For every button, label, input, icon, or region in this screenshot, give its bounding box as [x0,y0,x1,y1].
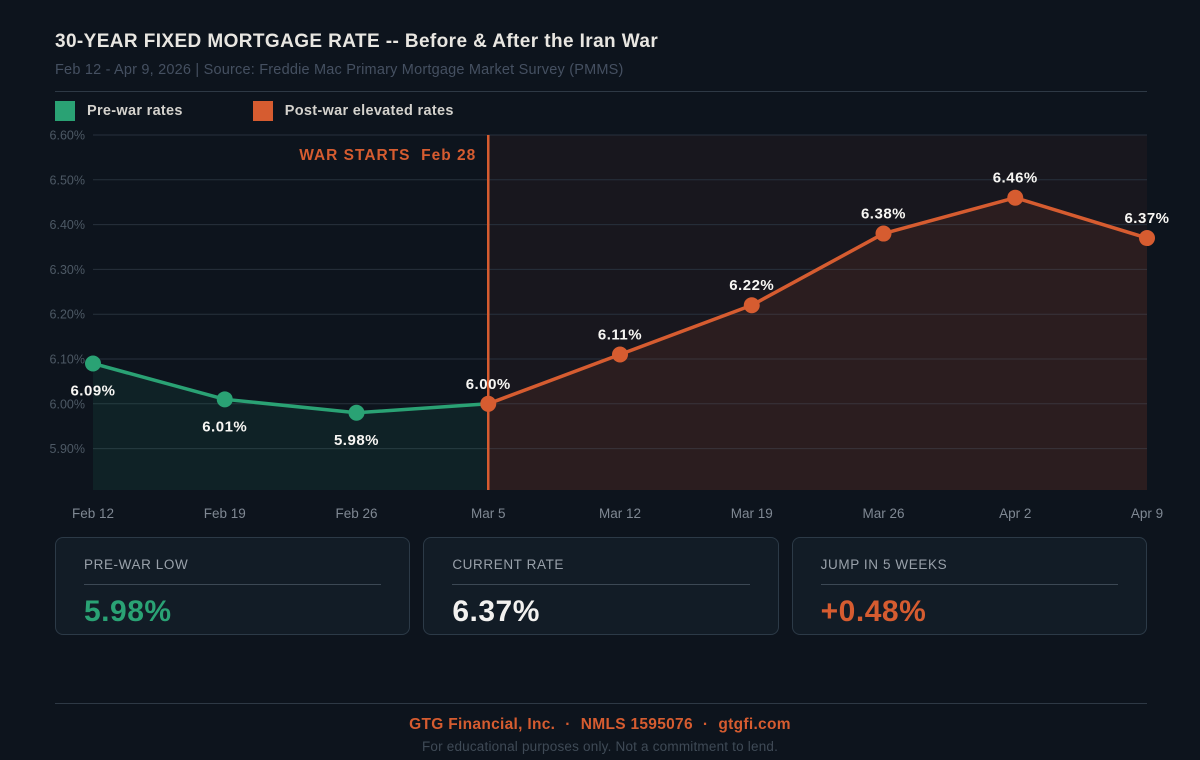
stat-cards: PRE-WAR LOW 5.98% CURRENT RATE 6.37% JUM… [55,537,1147,635]
data-point [612,346,628,363]
post-area-fill [488,197,1147,490]
x-axis-tick-label: Feb 26 [335,506,377,521]
legend-label: Pre-war rates [87,103,183,119]
stat-card-jump-5-weeks: JUMP IN 5 WEEKS +0.48% [791,537,1147,635]
war-zone-shading [488,135,1147,490]
stat-card-divider [84,584,382,585]
data-point-label: 5.98% [334,432,379,449]
post-rate-line [486,195,1149,406]
stat-card-divider [452,584,750,585]
chart-area: 6.60% 6.50% 6.40% 6.30% 6.20% 6.10% 6.00% 5.90%… [0,125,1200,525]
footer-divider [55,703,1147,704]
x-axis-tick-label: Feb 12 [72,506,114,521]
data-point-label: 6.38% [861,206,906,223]
page-title: 30-YEAR FIXED MORTGAGE RATE -- Before & … [55,31,659,52]
header-divider [55,91,1147,92]
chart-legend: Pre-war rates Post-war elevated rates [55,101,454,121]
y-axis-tick-label: 6.10% [50,353,85,367]
y-axis-tick-label: 6.60% [50,129,85,143]
footer-nmls: NMLS 1595076 [580,716,693,733]
data-point-label: 6.22% [729,277,774,294]
data-point-label: 6.11% [598,327,642,344]
stat-card-current-rate: CURRENT RATE 6.37% [423,537,779,635]
y-axis-tick-label: 5.90% [50,442,85,456]
y-axis-tick-label: 6.40% [50,218,85,232]
war-start-annotation: WAR STARTS Feb 28 [299,147,476,164]
y-axis-tick-label: 6.30% [50,263,85,277]
stat-card-label: JUMP IN 5 WEEKS [820,557,948,572]
header: 30-YEAR FIXED MORTGAGE RATE -- Before & … [55,31,1147,92]
footer-separator: · [565,716,571,733]
data-point [743,297,760,314]
stat-card-value: 6.37% [452,595,540,628]
footer-separator: · [702,716,709,733]
pre-rate-line [91,361,490,415]
x-axis-tick-label: Mar 12 [599,506,641,521]
data-point [480,395,497,412]
post-war-swatch-icon [252,101,273,121]
x-axis-tick-label: Mar 26 [862,506,904,521]
legend-item-post-war: Post-war elevated rates [252,101,454,121]
x-axis-tick-label: Feb 19 [204,506,246,521]
data-point-label: 6.00% [466,376,511,393]
stat-card-value: +0.48% [820,595,927,628]
data-point-label: 6.37% [1124,210,1169,227]
x-axis-tick-label: Mar 19 [731,506,773,521]
data-point-label: 6.01% [202,418,247,435]
stat-card-label: PRE-WAR LOW [84,557,189,572]
pre-war-swatch-icon [55,101,75,121]
stat-card-pre-war-low: PRE-WAR LOW 5.98% [55,537,411,635]
rate-line-chart: 6.60% 6.50% 6.40% 6.30% 6.20% 6.10% 6.00% 5.90%… [50,129,1169,522]
stat-card-label: CURRENT RATE [452,557,565,572]
footer-brand: GTG Financial, Inc. [409,716,556,733]
data-point [85,355,101,372]
stat-card-divider [820,584,1118,585]
data-point [1007,189,1024,206]
stat-card-value: 5.98% [84,595,172,628]
footer-brand-line: GTG Financial, Inc. · NMLS 1595076 · gtgfi.c… [0,716,1200,734]
x-axis-tick-label: Apr 2 [999,506,1031,521]
data-point-label: 6.09% [70,382,115,399]
y-axis-tick-label: 6.50% [50,173,85,187]
data-point [348,404,365,421]
data-point-label: 6.46% [993,170,1038,187]
x-axis-tick-label: Apr 9 [1131,506,1163,521]
pre-area-fill [93,363,489,490]
y-axis-tick-label: 6.20% [50,308,85,322]
footer-disclaimer: For educational purposes only. Not a com… [421,739,779,754]
legend-label: Post-war elevated rates [284,103,454,119]
footer-site-link[interactable]: gtgfi.com [718,716,791,733]
x-axis-tick-label: Mar 5 [471,506,506,521]
page-subtitle: Feb 12 - Apr 9, 2026 | Source: Freddie M… [55,62,624,78]
y-axis-tick-label: 6.00% [50,397,85,411]
data-point [1139,230,1155,247]
legend-item-pre-war: Pre-war rates [55,101,183,121]
data-point [875,225,892,242]
data-point [216,391,233,408]
